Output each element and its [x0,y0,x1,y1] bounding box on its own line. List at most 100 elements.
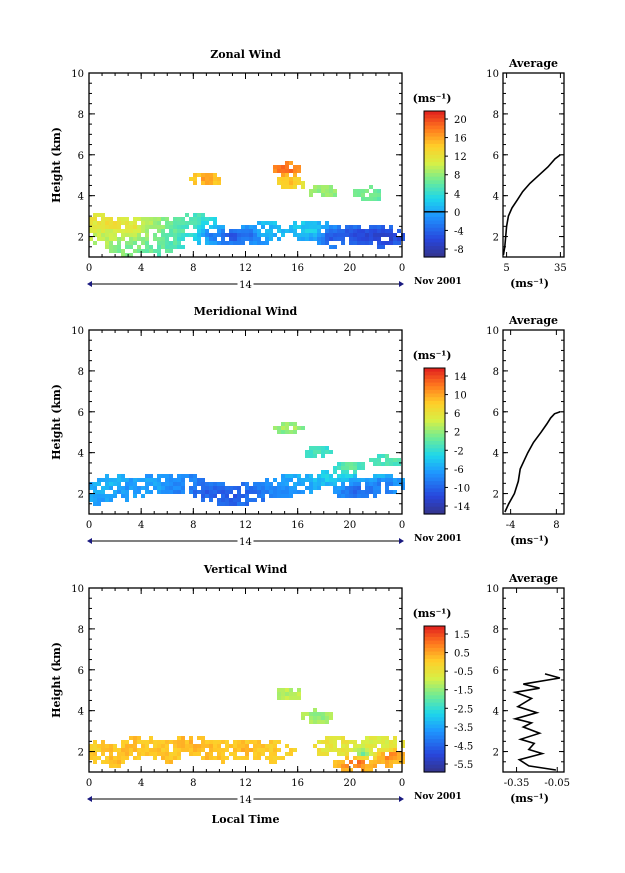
heatmap-cell [365,490,369,494]
colorbar-segment [424,651,445,656]
heatmap-cell [209,177,213,181]
heatmap-cell [349,229,353,233]
heatmap-cell [377,193,381,197]
heatmap-cell [109,748,113,752]
heatmap-cell [373,474,377,478]
colorbar-segment [424,371,445,376]
heatmap-cell [341,752,345,756]
heatmap-cell [157,490,161,494]
panel-title: Vertical Wind [203,563,288,576]
heatmap-cell [341,233,345,237]
colorbar-segment [424,484,445,490]
colorbar-unit: (ms⁻¹) [413,607,452,620]
heatmap-cell [193,177,197,181]
heatmap-cell [381,474,385,478]
heatmap-cell [129,752,133,756]
heatmap-cell [281,229,285,233]
heatmap-cell [197,225,201,229]
profile-y-tick-label: 2 [493,490,499,501]
heatmap-cell [165,748,169,752]
heatmap-cell [361,466,365,470]
heatmap-cell [277,426,281,430]
colorbar-segment [424,411,445,417]
heatmap-cell [209,744,213,748]
heatmap-cell [249,241,253,245]
heatmap-cell [121,217,125,221]
heatmap-cell [101,498,105,502]
heatmap-cell [361,241,365,245]
heatmap-cell [289,422,293,426]
x-tick-label: 8 [190,263,196,274]
heatmap-cell [257,241,261,245]
heatmap-cell [153,249,157,253]
colorbar-segment [424,165,445,170]
day-start-marker [87,538,92,544]
colorbar-segment [424,198,445,203]
heatmap-cell [161,474,165,478]
heatmap-cell [249,748,253,752]
heatmap-cell [221,490,225,494]
date-label: Nov 2001 [414,792,462,802]
heatmap-cell [157,245,161,249]
heatmap-cell [325,752,329,756]
heatmap-cell [177,474,181,478]
heatmap-cell [153,486,157,490]
heatmap-cell [217,229,221,233]
heatmap-cell [197,229,201,233]
heatmap-cell [125,245,129,249]
heatmap-cell [121,478,125,482]
heatmap-cell [321,454,325,458]
heatmap-cell [369,197,373,201]
colorbar-tick-label: 0 [454,208,460,219]
profile-title: Average [508,57,558,70]
heatmap-cell [97,744,101,748]
heatmap-cell [117,760,121,764]
heatmap-cell [257,756,261,760]
heatmap-cell [109,237,113,241]
heatmap-cell [265,478,269,482]
heatmap-cell [357,748,361,752]
heatmap-cell [313,744,317,748]
heatmap-cell [177,744,181,748]
heatmap-cell [389,764,393,768]
heatmap-cell [169,478,173,482]
heatmap-cell [213,225,217,229]
heatmap-cell [177,225,181,229]
heatmap-cell [117,241,121,245]
heatmap-cell [281,482,285,486]
heatmap-cell [345,462,349,466]
heatmap-cell [181,482,185,486]
heatmap-cell [349,760,353,764]
heatmap-cell [213,482,217,486]
heatmap-cell [357,752,361,756]
heatmap-cell [161,237,165,241]
heatmap-cell [293,474,297,478]
heatmap-cell [121,221,125,225]
profile-title: Average [508,572,558,585]
heatmap-cell [341,470,345,474]
heatmap-cell [245,237,249,241]
heatmap-cell [117,756,121,760]
colorbar-segment [424,249,445,254]
colorbar-tick-label: 1.5 [454,630,470,641]
heatmap-cell [369,458,373,462]
y-tick-label: 4 [78,449,84,460]
heatmap-cell [293,696,297,700]
heatmap-cell [365,748,369,752]
heatmap-cell [345,470,349,474]
heatmap-cell [245,502,249,506]
heatmap-cell [165,744,169,748]
heatmap-cell [261,241,265,245]
heatmap-cell [345,752,349,756]
heatmap-cell [197,241,201,245]
heatmap-cell [341,462,345,466]
colorbar-segment [424,419,445,424]
heatmap-cell [377,736,381,740]
heatmap-cell [301,712,305,716]
heatmap-cell [357,760,361,764]
heatmap-cell [133,225,137,229]
heatmap-cell [373,486,377,490]
heatmap-cell [141,744,145,748]
heatmap-cell [333,744,337,748]
heatmap-cell [133,241,137,245]
